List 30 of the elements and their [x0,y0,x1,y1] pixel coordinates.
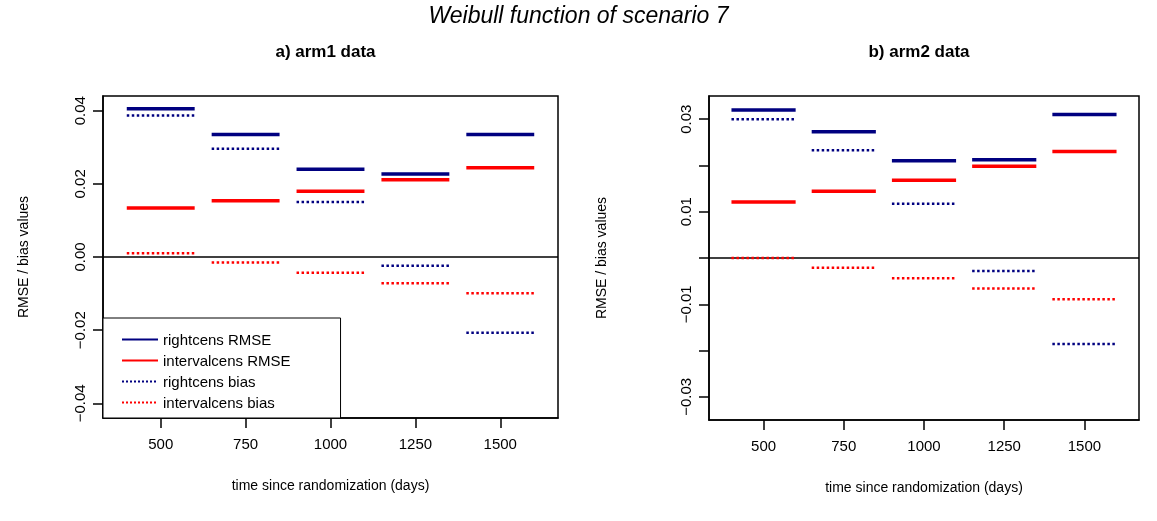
legend-label: rightcens RMSE [163,331,272,348]
legend-label: rightcens bias [163,373,256,390]
x-tick-label: 1250 [987,437,1021,454]
x-tick-label: 1500 [483,435,517,452]
y-tick-label: −0.01 [677,285,694,324]
x-tick-label: 500 [751,437,777,454]
x-tick-label: 1250 [398,435,433,452]
legend-label: intervalcens RMSE [163,352,291,369]
x-axis-title: time since randomization (days) [231,477,430,493]
y-tick-label: −0.03 [677,377,694,416]
y-tick-label: −0.04 [71,384,88,423]
y-tick-label: 0.00 [71,242,88,272]
x-axis-title: time since randomization (days) [825,479,1023,495]
chart-subtitle: a) arm1 data [275,42,377,61]
y-tick-label: −0.02 [71,311,88,350]
y-tick-label: 0.02 [71,169,88,199]
legend-label: intervalcens bias [163,394,275,411]
chart-title: Weibull function of scenario 7 [427,1,731,30]
y-tick-label: 0.01 [677,197,694,227]
x-tick-label: 1000 [907,437,941,454]
x-tick-label: 500 [148,435,174,452]
x-tick-label: 1500 [1067,437,1102,454]
y-tick-label: 0.04 [71,96,88,126]
y-tick-label: 0.03 [677,104,694,134]
x-tick-label: 1000 [313,435,348,452]
x-tick-label: 750 [233,435,259,452]
x-tick-label: 750 [831,437,857,454]
y-axis-title: RMSE / bias values [593,196,609,320]
y-axis-title: RMSE / bias values [15,195,31,319]
chart-subtitle: b) arm2 data [868,42,971,61]
